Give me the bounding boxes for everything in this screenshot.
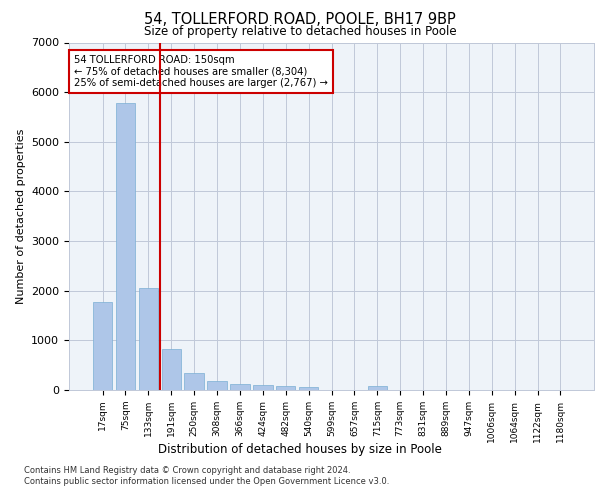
Bar: [184, 373, 204, 390]
Bar: [116, 103, 135, 390]
Bar: [230, 384, 250, 390]
Bar: [368, 386, 387, 390]
Bar: [276, 386, 295, 390]
Bar: [139, 288, 158, 390]
Text: 54 TOLLERFORD ROAD: 150sqm
← 75% of detached houses are smaller (8,304)
25% of s: 54 TOLLERFORD ROAD: 150sqm ← 75% of deta…: [74, 54, 328, 88]
Text: Contains public sector information licensed under the Open Government Licence v3: Contains public sector information licen…: [24, 476, 389, 486]
Text: 54, TOLLERFORD ROAD, POOLE, BH17 9BP: 54, TOLLERFORD ROAD, POOLE, BH17 9BP: [144, 12, 456, 28]
Text: Size of property relative to detached houses in Poole: Size of property relative to detached ho…: [143, 25, 457, 38]
Bar: [161, 350, 181, 390]
Text: Distribution of detached houses by size in Poole: Distribution of detached houses by size …: [158, 442, 442, 456]
Text: Contains HM Land Registry data © Crown copyright and database right 2024.: Contains HM Land Registry data © Crown c…: [24, 466, 350, 475]
Bar: [208, 381, 227, 390]
Y-axis label: Number of detached properties: Number of detached properties: [16, 128, 26, 304]
Bar: [299, 388, 319, 390]
Bar: [253, 385, 272, 390]
Bar: [93, 302, 112, 390]
